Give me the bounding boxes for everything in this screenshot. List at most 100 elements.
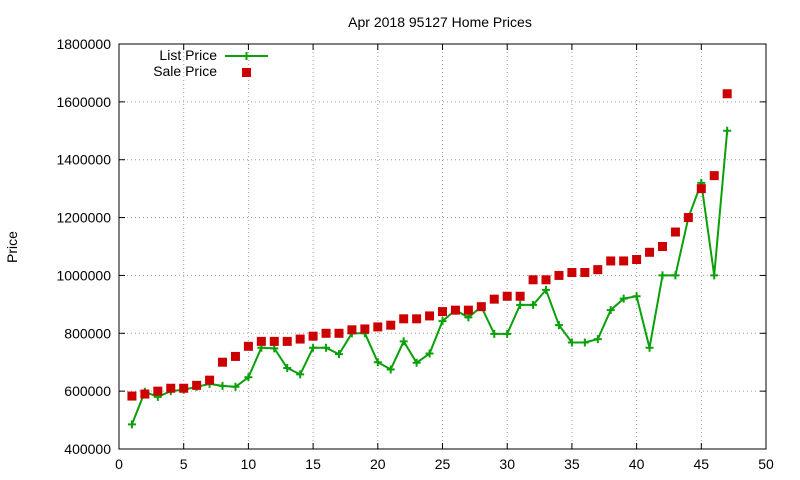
sale-price-point	[308, 331, 318, 341]
list-price-point	[399, 337, 408, 346]
x-tick-label: 0	[115, 456, 123, 472]
list-price-point	[464, 313, 473, 322]
y-axis-label: Price	[4, 231, 20, 263]
list-price-point	[593, 335, 602, 344]
sale-price-point	[166, 383, 176, 393]
list-price-point	[373, 358, 382, 367]
list-price-point	[529, 300, 538, 309]
grid	[119, 44, 766, 449]
sale-price-point	[438, 307, 447, 317]
list-price-point	[490, 329, 499, 338]
list-price-point	[671, 271, 680, 280]
legend: List Price Sale Price	[153, 47, 268, 79]
list-price-point	[283, 364, 292, 372]
sale-price-point	[696, 184, 706, 194]
sale-price-point	[347, 325, 357, 335]
sale-price-point	[127, 391, 137, 401]
list-price-point	[425, 349, 434, 358]
sale-price-point	[619, 256, 629, 266]
x-tick-label: 25	[435, 456, 451, 472]
sale-price-point	[295, 334, 305, 344]
sale-price-point	[645, 247, 655, 257]
list-price-point	[645, 343, 654, 352]
sale-price-point	[528, 275, 538, 285]
list-price-point	[296, 370, 305, 379]
sale-price-point	[256, 336, 266, 346]
sale-price-point	[606, 256, 616, 266]
sale-price-point	[683, 213, 693, 223]
list-price-point	[619, 294, 628, 303]
x-tick-label: 5	[180, 456, 188, 472]
x-tick-label: 20	[370, 456, 386, 472]
x-tick-label: 15	[305, 456, 321, 472]
sale-price-point	[282, 336, 292, 346]
sale-price-point	[373, 322, 383, 332]
sale-price-point	[515, 291, 525, 301]
list-price-point	[334, 350, 343, 359]
list-price-point	[386, 365, 395, 374]
sale-price-point	[593, 265, 603, 275]
sale-price-point	[541, 275, 551, 285]
legend-marker-sale-price	[242, 68, 251, 77]
sale-price-point	[412, 314, 422, 324]
sale-price-point	[709, 171, 719, 181]
axis-ticks: 0 5 10 15 20 25 30 35 40 45 50 400000 600000 800000 10…	[56, 36, 774, 472]
y-tick-label: 1200000	[56, 210, 111, 226]
y-tick-label: 1000000	[56, 267, 111, 283]
list-price-point	[218, 381, 227, 390]
sale-price-point	[360, 324, 370, 334]
sale-price-point	[450, 305, 460, 315]
sale-price-point	[657, 242, 667, 251]
legend-marker-list-price	[242, 52, 251, 60]
list-price-point	[632, 292, 641, 301]
list-price-point	[710, 271, 719, 280]
list-price-series	[127, 126, 732, 429]
sale-price-point	[321, 328, 331, 338]
sale-price-point	[567, 268, 577, 278]
y-tick-label: 400000	[64, 441, 111, 457]
list-price-line	[130, 130, 729, 425]
list-price-point	[516, 300, 525, 309]
list-price-point	[438, 317, 447, 326]
legend-label-sale-price: Sale Price	[153, 63, 217, 79]
sale-price-point	[334, 328, 344, 338]
chart-title: Apr 2018 95127 Home Prices	[348, 14, 532, 30]
y-tick-label: 1600000	[56, 94, 111, 110]
list-price-point	[658, 271, 667, 280]
sale-price-point	[476, 302, 486, 312]
y-tick-label: 1400000	[56, 152, 111, 168]
sale-price-point	[140, 389, 150, 399]
x-tick-label: 50	[758, 456, 774, 472]
sale-price-point	[230, 351, 240, 361]
list-price-point	[244, 373, 253, 382]
sale-price-point	[269, 336, 279, 346]
list-price-point	[606, 306, 615, 315]
sale-price-point	[670, 227, 680, 237]
x-tick-label: 35	[564, 456, 580, 472]
y-tick-label: 1800000	[56, 36, 111, 52]
list-price-point	[567, 338, 576, 347]
sale-price-point	[179, 383, 189, 393]
x-tick-label: 40	[629, 456, 645, 472]
x-tick-label: 45	[694, 456, 710, 472]
list-price-point	[554, 321, 563, 330]
list-price-point	[309, 343, 318, 352]
sale-price-point	[489, 294, 499, 304]
sale-price-point	[632, 255, 642, 265]
sale-price-point	[722, 89, 732, 99]
sale-price-point	[580, 268, 590, 278]
sale-price-point	[205, 375, 215, 385]
sale-price-point	[243, 341, 253, 351]
list-price-point	[542, 285, 551, 294]
y-tick-label: 800000	[64, 325, 111, 341]
list-price-point	[412, 358, 421, 367]
sale-price-point	[502, 291, 512, 301]
sale-price-point	[399, 314, 409, 324]
sale-price-series	[127, 89, 732, 401]
list-price-point	[723, 126, 732, 135]
list-price-point	[503, 329, 512, 338]
list-price-point	[580, 338, 589, 347]
list-price-point	[322, 343, 331, 352]
sale-price-point	[463, 305, 473, 315]
